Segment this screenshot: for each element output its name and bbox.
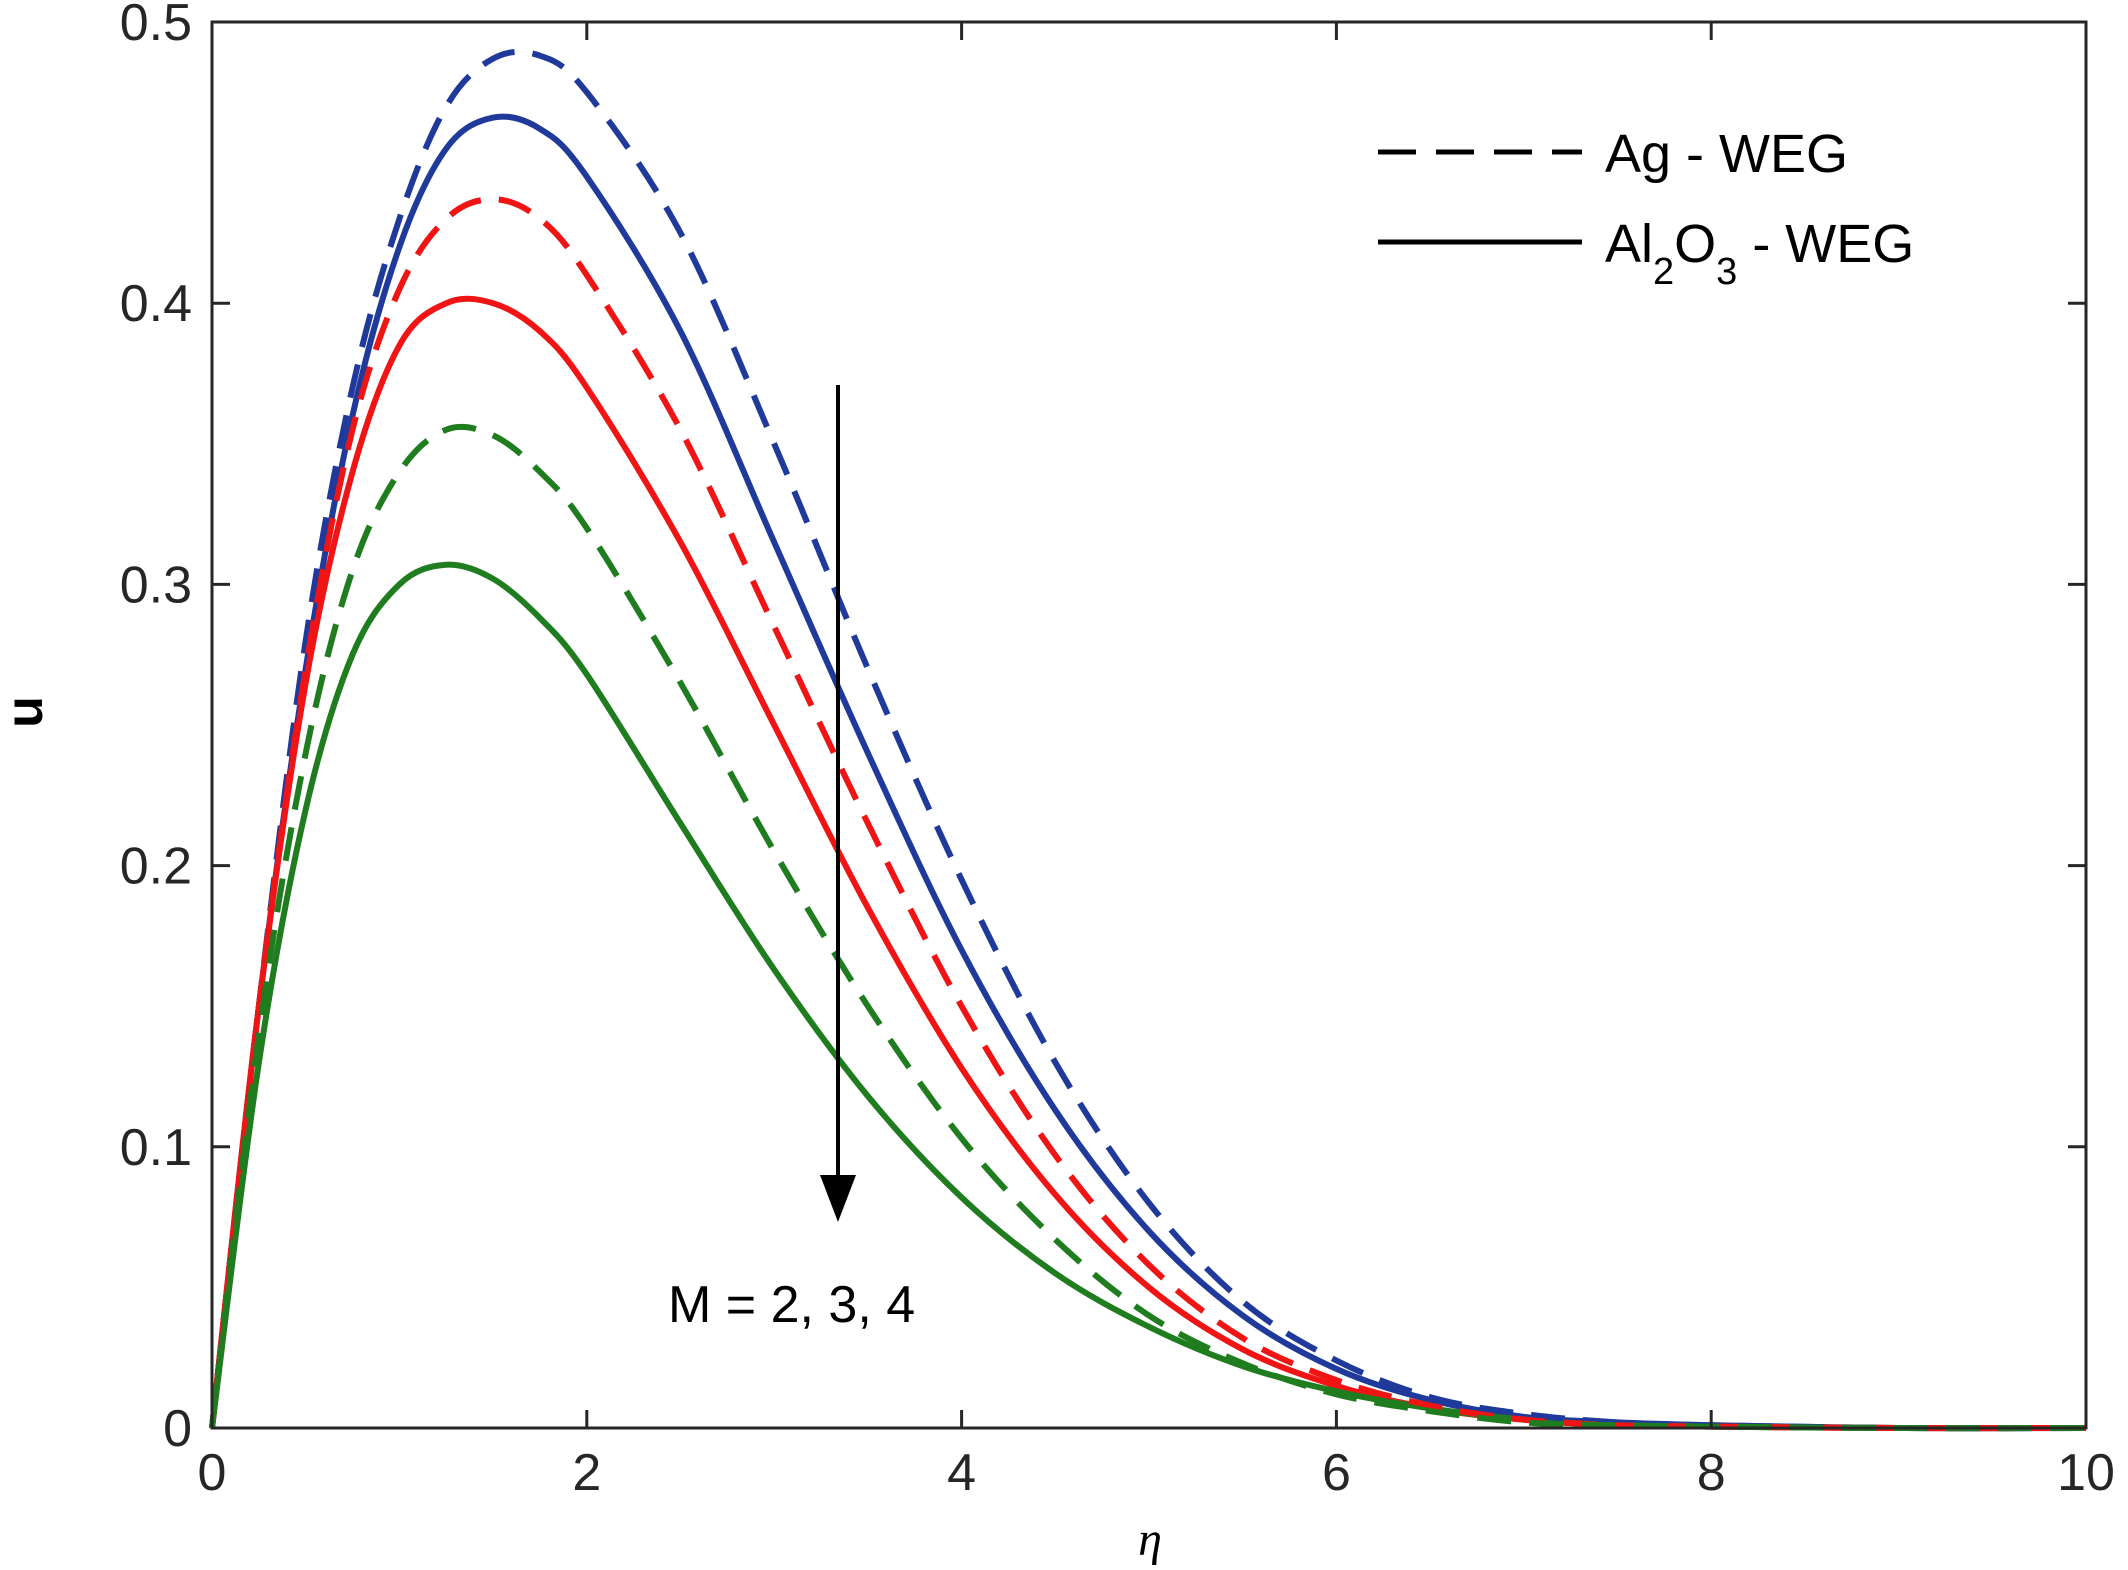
legend-label-ag-weg: Ag - WEG bbox=[1605, 124, 1848, 184]
legend-sub-2: 2 bbox=[1653, 251, 1674, 293]
legend-weg-part: - WEG bbox=[1737, 214, 1914, 274]
y-tick-label-0: 0 bbox=[163, 1400, 192, 1458]
x-tick-label-5: 10 bbox=[2057, 1444, 2115, 1502]
y-tick-label-3: 0.3 bbox=[120, 556, 192, 614]
legend-o-part: O bbox=[1674, 214, 1716, 274]
legend-al-part: Al bbox=[1605, 214, 1653, 274]
plot-background bbox=[212, 22, 2086, 1428]
series-layer bbox=[209, 48, 2087, 1432]
series-line-0 bbox=[209, 48, 2087, 1432]
y-tick-label-2: 0.2 bbox=[120, 838, 192, 896]
legend: Ag - WEG Al2O3 - WEG bbox=[1378, 124, 1914, 293]
annotation-arrow-head bbox=[820, 1175, 856, 1222]
y-tick-label-4: 0.4 bbox=[120, 275, 192, 333]
series-line-4 bbox=[209, 423, 2087, 1432]
x-axis-title: η bbox=[1138, 1513, 1162, 1566]
y-tick-label-5: 0.5 bbox=[120, 0, 192, 52]
annotation-label: M = 2, 3, 4 bbox=[668, 1276, 915, 1334]
x-tick-label-1: 2 bbox=[572, 1444, 601, 1502]
x-tick-label-3: 6 bbox=[1322, 1444, 1351, 1502]
y-axis-title: u bbox=[0, 696, 54, 728]
x-tick-label-0: 0 bbox=[198, 1444, 227, 1502]
x-tick-label-2: 4 bbox=[947, 1444, 976, 1502]
m-annotation: M = 2, 3, 4 bbox=[668, 385, 915, 1334]
plot-frame bbox=[210, 20, 2088, 1430]
legend-sub-3: 3 bbox=[1716, 251, 1737, 293]
x-tick-label-4: 8 bbox=[1697, 1444, 1726, 1502]
legend-label-al2o3-weg: Al2O3 - WEG bbox=[1605, 214, 1914, 293]
y-tick-label-1: 0.1 bbox=[120, 1119, 192, 1177]
tick-layer: 0 2 4 6 8 10 0 0.1 0.2 0.3 0.4 0.5 bbox=[120, 0, 2115, 1502]
